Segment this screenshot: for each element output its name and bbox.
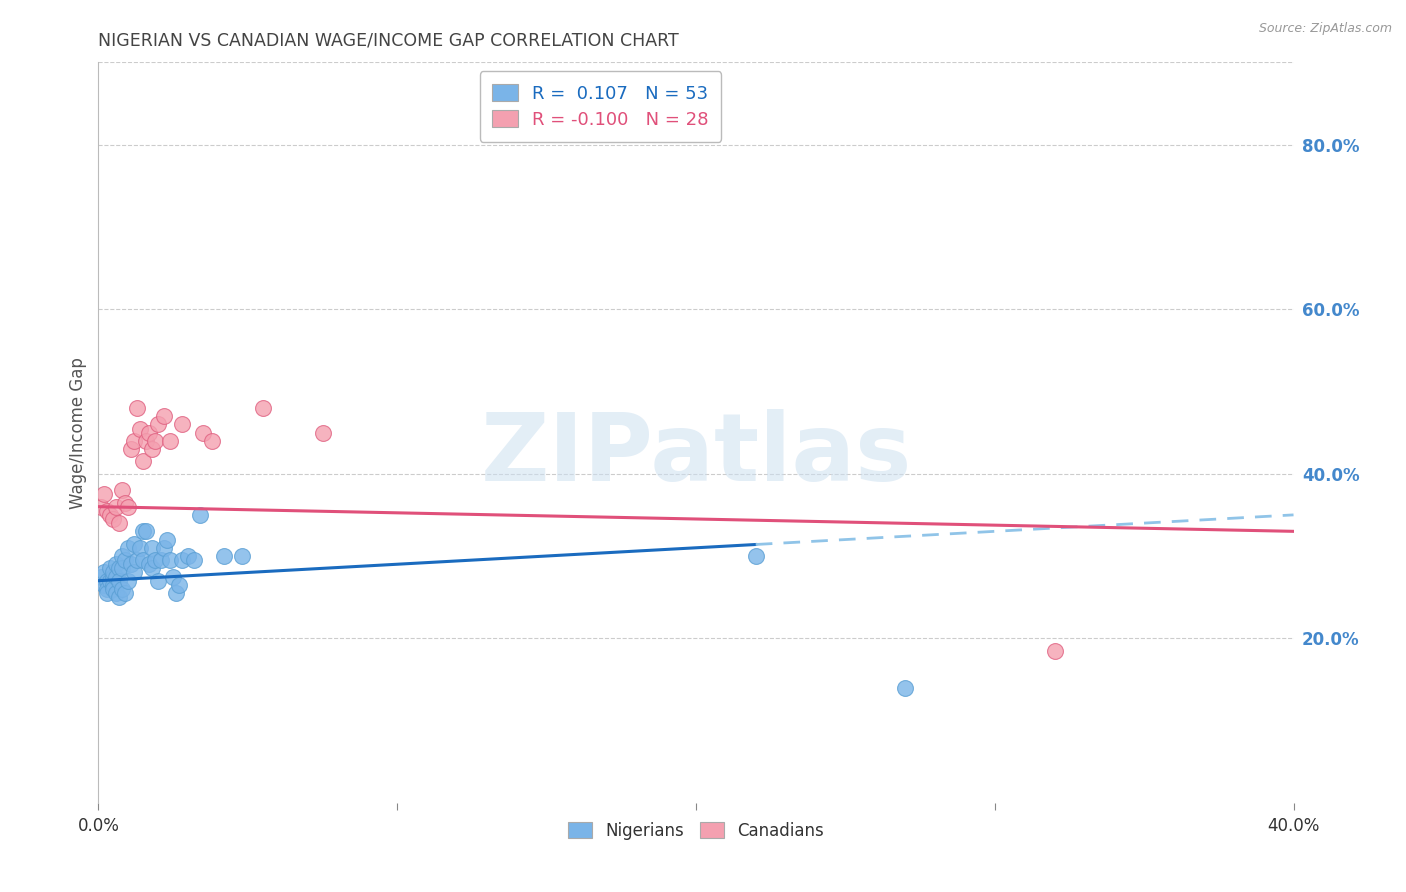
Point bbox=[141, 442, 163, 456]
Point bbox=[103, 566, 125, 580]
Point bbox=[177, 549, 200, 563]
Point bbox=[105, 586, 128, 600]
Point bbox=[231, 549, 253, 563]
Point bbox=[96, 574, 118, 588]
Point bbox=[127, 553, 149, 567]
Point bbox=[162, 569, 184, 583]
Point bbox=[117, 574, 139, 588]
Text: Source: ZipAtlas.com: Source: ZipAtlas.com bbox=[1258, 22, 1392, 36]
Point bbox=[150, 553, 173, 567]
Point bbox=[191, 425, 214, 440]
Point bbox=[120, 442, 142, 456]
Point bbox=[183, 553, 205, 567]
Point bbox=[108, 561, 131, 575]
Point bbox=[108, 590, 131, 604]
Point bbox=[105, 500, 128, 514]
Point bbox=[143, 553, 166, 567]
Point bbox=[108, 516, 131, 530]
Point bbox=[159, 434, 181, 448]
Point bbox=[103, 512, 125, 526]
Point bbox=[141, 541, 163, 555]
Point bbox=[212, 549, 235, 563]
Point bbox=[90, 569, 112, 583]
Point bbox=[111, 582, 134, 596]
Point bbox=[105, 569, 128, 583]
Point bbox=[98, 508, 122, 522]
Point bbox=[132, 524, 155, 539]
Point bbox=[124, 434, 146, 448]
Point bbox=[117, 500, 139, 514]
Point bbox=[159, 553, 181, 567]
Point bbox=[124, 566, 146, 580]
Point bbox=[148, 574, 170, 588]
Point bbox=[129, 421, 152, 435]
Point bbox=[96, 504, 118, 518]
Point bbox=[201, 434, 224, 448]
Point bbox=[127, 401, 149, 415]
Text: ZIPatlas: ZIPatlas bbox=[481, 409, 911, 500]
Text: NIGERIAN VS CANADIAN WAGE/INCOME GAP CORRELATION CHART: NIGERIAN VS CANADIAN WAGE/INCOME GAP COR… bbox=[98, 31, 679, 49]
Point bbox=[894, 681, 917, 695]
Point bbox=[188, 508, 211, 522]
Point bbox=[111, 483, 134, 498]
Point bbox=[111, 561, 134, 575]
Point bbox=[93, 487, 115, 501]
Point bbox=[148, 417, 170, 432]
Point bbox=[114, 553, 136, 567]
Point bbox=[114, 586, 136, 600]
Point bbox=[96, 586, 118, 600]
Point bbox=[1043, 643, 1066, 657]
Point bbox=[90, 500, 112, 514]
Point bbox=[103, 578, 125, 592]
Point bbox=[135, 524, 157, 539]
Point bbox=[114, 495, 136, 509]
Y-axis label: Wage/Income Gap: Wage/Income Gap bbox=[69, 357, 87, 508]
Point bbox=[98, 574, 122, 588]
Point bbox=[129, 541, 152, 555]
Legend: Nigerians, Canadians: Nigerians, Canadians bbox=[561, 815, 831, 847]
Point bbox=[135, 434, 157, 448]
Point bbox=[103, 582, 125, 596]
Point bbox=[156, 533, 179, 547]
Point bbox=[108, 574, 131, 588]
Point bbox=[124, 536, 146, 550]
Point bbox=[745, 549, 768, 563]
Point bbox=[132, 553, 155, 567]
Point bbox=[132, 454, 155, 468]
Point bbox=[93, 578, 115, 592]
Point bbox=[117, 541, 139, 555]
Point bbox=[167, 578, 190, 592]
Point bbox=[172, 417, 194, 432]
Point bbox=[153, 409, 176, 424]
Point bbox=[143, 434, 166, 448]
Point bbox=[138, 558, 160, 572]
Point bbox=[111, 549, 134, 563]
Point bbox=[105, 558, 128, 572]
Point bbox=[141, 561, 163, 575]
Point bbox=[98, 561, 122, 575]
Point bbox=[252, 401, 274, 415]
Point bbox=[138, 425, 160, 440]
Point bbox=[311, 425, 333, 440]
Point bbox=[120, 558, 142, 572]
Point bbox=[96, 582, 118, 596]
Point bbox=[172, 553, 194, 567]
Point bbox=[103, 569, 125, 583]
Point bbox=[165, 586, 187, 600]
Point bbox=[153, 541, 176, 555]
Point bbox=[93, 566, 115, 580]
